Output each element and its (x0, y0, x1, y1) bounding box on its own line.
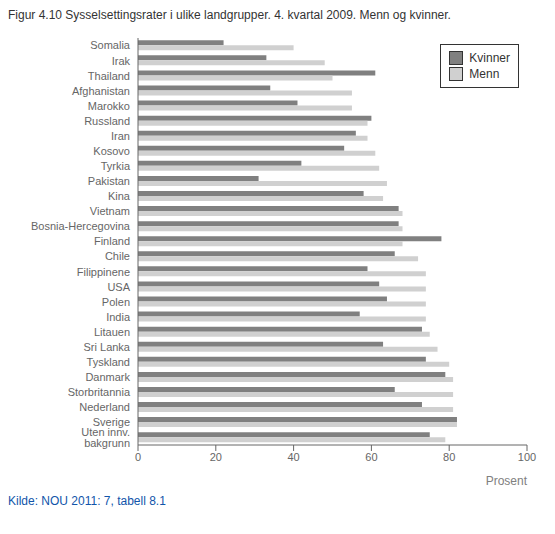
svg-text:India: India (106, 311, 131, 323)
svg-text:Afghanistan: Afghanistan (72, 85, 130, 97)
svg-text:Uten innv.bakgrunn: Uten innv.bakgrunn (81, 426, 130, 449)
svg-text:Storbritannia: Storbritannia (68, 386, 131, 398)
svg-text:Somalia: Somalia (90, 39, 131, 51)
svg-text:Iran: Iran (111, 130, 130, 142)
svg-text:20: 20 (210, 451, 222, 463)
svg-text:Tyrkia: Tyrkia (101, 160, 131, 172)
svg-text:Polen: Polen (102, 296, 130, 308)
svg-text:Marokko: Marokko (88, 100, 130, 112)
svg-text:Vietnam: Vietnam (90, 205, 130, 217)
svg-text:Russland: Russland (84, 115, 130, 127)
svg-text:Sverige: Sverige (92, 416, 130, 429)
svg-text:Danmark: Danmark (85, 371, 130, 383)
svg-text:USA: USA (107, 281, 130, 293)
svg-text:Kina: Kina (108, 190, 131, 202)
svg-text:Kosovo: Kosovo (93, 145, 130, 157)
svg-text:Thailand: Thailand (88, 70, 130, 82)
svg-text:Litauen: Litauen (94, 326, 130, 338)
svg-text:60: 60 (365, 451, 377, 463)
html-text:Menn: Menn (469, 67, 500, 81)
svg-text:Prosent: Prosent (486, 474, 528, 488)
svg-text:80: 80 (443, 451, 455, 463)
svg-text:Bosnia-Hercegovina: Bosnia-Hercegovina (31, 220, 131, 232)
html-text:Kvinner: Kvinner (469, 51, 510, 65)
html-text:Figur 4.10 Sysselsettingsrater: Figur 4.10 Sysselsettingsrater i ulike l… (8, 8, 451, 22)
svg-text:Finland: Finland (94, 235, 130, 247)
svg-text:100: 100 (518, 451, 536, 463)
svg-text:Tyskland: Tyskland (87, 356, 130, 368)
html-text:Kilde: NOU 2011: 7, tabell 8.1: Kilde: NOU 2011: 7, tabell 8.1 (8, 494, 166, 508)
svg-text:Sri Lanka: Sri Lanka (84, 341, 131, 353)
svg-text:Pakistan: Pakistan (88, 175, 130, 187)
svg-text:40: 40 (287, 451, 299, 463)
svg-text:Nederland: Nederland (79, 401, 130, 413)
svg-text:Filippinene: Filippinene (77, 266, 130, 278)
svg-text:0: 0 (135, 451, 141, 463)
svg-text:Chile: Chile (105, 250, 130, 262)
svg-text:Irak: Irak (112, 55, 131, 67)
